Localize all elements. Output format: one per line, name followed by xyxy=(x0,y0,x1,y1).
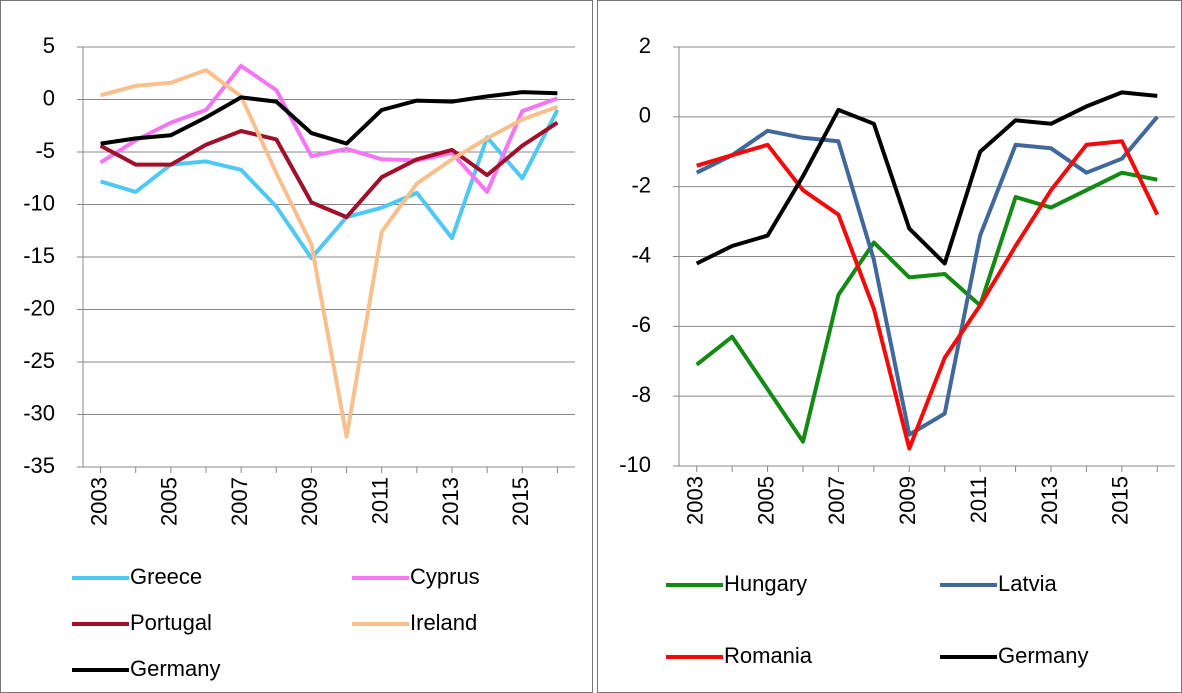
x-tick-label: 2007 xyxy=(824,476,849,525)
series-line xyxy=(695,170,1158,444)
y-tick-label: 0 xyxy=(639,103,651,128)
x-tick-label: 2009 xyxy=(895,476,920,525)
legend-label: Latvia xyxy=(998,571,1057,596)
x-tick-label: 2013 xyxy=(1037,476,1062,525)
y-tick-label: -10 xyxy=(619,452,651,477)
legend-label: Portugal xyxy=(130,610,212,635)
series-line xyxy=(695,90,1158,266)
x-tick-label: 2003 xyxy=(86,477,111,526)
x-tick-label: 2005 xyxy=(753,476,778,525)
y-tick-label: 0 xyxy=(43,85,55,110)
y-tick-label: -6 xyxy=(631,312,651,337)
legend-label: Hungary xyxy=(724,571,807,596)
legend-label: Greece xyxy=(130,564,202,589)
x-tick-label: 2003 xyxy=(683,476,708,525)
series-line xyxy=(100,90,558,146)
y-tick-label: -2 xyxy=(631,172,651,197)
x-tick-label: 2015 xyxy=(508,477,533,526)
series-line xyxy=(695,115,1159,437)
series-line xyxy=(100,68,559,439)
legend-label: Ireland xyxy=(410,610,477,635)
y-tick-label: -5 xyxy=(35,138,55,163)
x-tick-label: 2011 xyxy=(368,477,393,524)
legend-label: Germany xyxy=(130,656,220,681)
y-tick-label: -8 xyxy=(631,382,651,407)
y-tick-label: 5 xyxy=(43,33,55,58)
series-line xyxy=(100,109,560,261)
y-tick-label: -10 xyxy=(23,190,55,215)
y-tick-label: -15 xyxy=(23,243,55,268)
legend-label: Cyprus xyxy=(410,564,480,589)
legend-label: Germany xyxy=(998,643,1088,668)
y-tick-label: -35 xyxy=(23,453,55,478)
x-tick-label: 2007 xyxy=(227,477,252,526)
panel-border xyxy=(0,0,593,693)
y-tick-label: -20 xyxy=(23,295,55,320)
x-tick-label: 2011 xyxy=(966,476,991,523)
y-tick-label: -30 xyxy=(23,400,55,425)
series-line xyxy=(99,63,559,194)
x-tick-label: 2015 xyxy=(1108,476,1133,525)
series-line xyxy=(696,139,1160,451)
x-tick-label: 2013 xyxy=(438,477,463,526)
series-line xyxy=(99,120,559,220)
y-tick-label: -4 xyxy=(631,242,651,267)
legend-label: Romania xyxy=(724,643,813,668)
x-tick-label: 2009 xyxy=(297,477,322,526)
y-tick-label: 2 xyxy=(639,33,651,58)
y-tick-label: -25 xyxy=(23,348,55,373)
x-tick-label: 2005 xyxy=(157,477,182,526)
